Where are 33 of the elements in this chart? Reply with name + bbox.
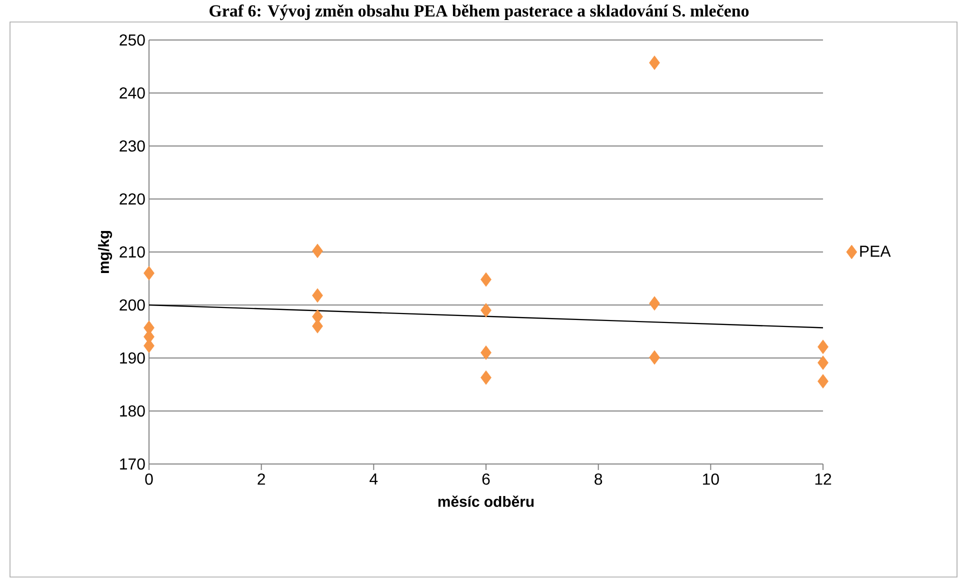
point bbox=[480, 345, 492, 360]
point bbox=[480, 272, 492, 287]
x-tick-label: 8 bbox=[594, 474, 602, 485]
point bbox=[144, 266, 154, 280]
x-tick-label: 0 bbox=[145, 474, 153, 485]
point bbox=[818, 356, 828, 370]
y-tick-label: 220 bbox=[120, 193, 145, 205]
chart-title: Graf 6: Vývoj změn obsahu PEA během pasterace a skladování S. mlečeno bbox=[210, 4, 749, 20]
point bbox=[312, 244, 323, 258]
y-tick-label: 170 bbox=[120, 458, 145, 470]
point bbox=[649, 296, 660, 311]
x-tick-label: 12 bbox=[815, 474, 832, 485]
point bbox=[818, 374, 828, 389]
y-tick-label: 240 bbox=[120, 87, 145, 99]
x-axis-title: měsíc odběru bbox=[438, 496, 534, 507]
x-tick-label: 2 bbox=[258, 474, 265, 485]
y-axis-title: mg/kg bbox=[98, 230, 112, 274]
y-tick-label: 190 bbox=[120, 352, 145, 364]
point bbox=[649, 350, 660, 365]
x-tick-label: 6 bbox=[482, 474, 490, 485]
point bbox=[649, 56, 660, 70]
point bbox=[312, 288, 323, 303]
point bbox=[480, 370, 492, 385]
y-tick-label: 210 bbox=[120, 246, 145, 258]
y-tick-label: 180 bbox=[120, 405, 145, 417]
x-tick-label: 4 bbox=[370, 474, 378, 484]
point bbox=[480, 303, 492, 318]
y-tick-label: 200 bbox=[120, 299, 145, 311]
legend-label: PEA bbox=[860, 246, 891, 257]
point bbox=[818, 340, 828, 354]
y-tick-label: 250 bbox=[120, 34, 145, 46]
y-tick-label: 230 bbox=[120, 140, 145, 152]
x-tick-label: 10 bbox=[703, 474, 719, 485]
